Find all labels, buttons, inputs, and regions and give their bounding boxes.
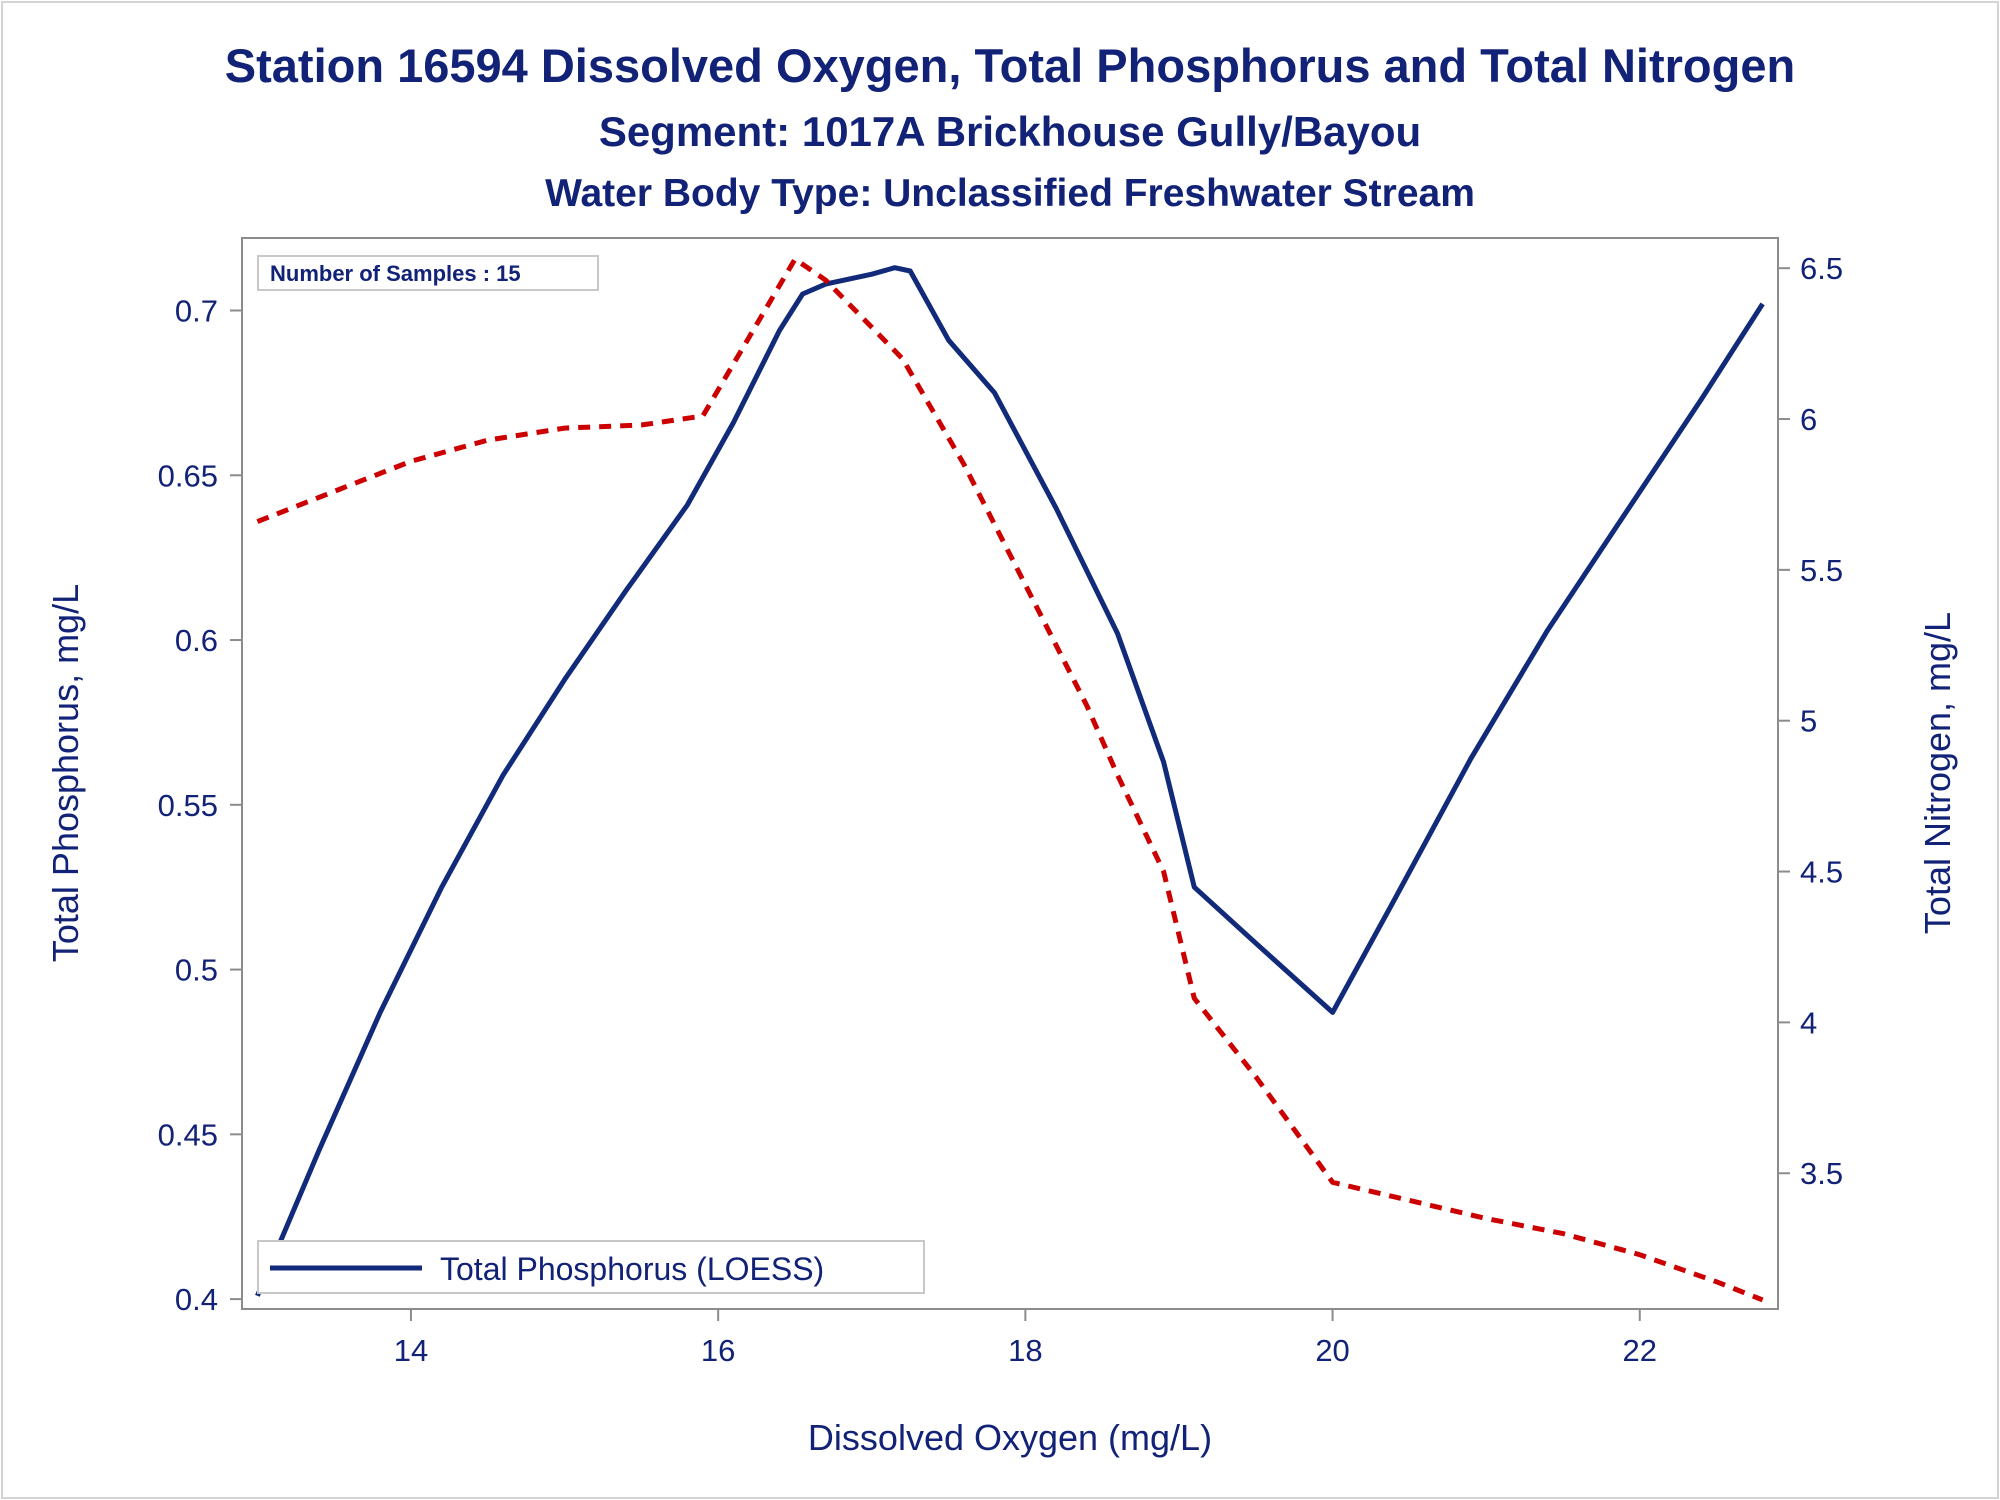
chart-subtitle-segment: Segment: 1017A Brickhouse Gully/Bayou bbox=[599, 108, 1421, 155]
y-axis-label: Total Phosphorus, mg/L bbox=[45, 584, 86, 962]
y-tick-label: 0.4 bbox=[175, 1282, 218, 1317]
chart-subtitle-waterbody: Water Body Type: Unclassified Freshwater… bbox=[545, 172, 1475, 215]
x-tick-label: 16 bbox=[701, 1333, 735, 1368]
x-axis-label: Dissolved Oxygen (mg/L) bbox=[808, 1417, 1212, 1458]
y2-tick-label: 5 bbox=[1800, 704, 1817, 739]
y2-tick-label: 5.5 bbox=[1800, 553, 1843, 588]
x-tick-label: 18 bbox=[1008, 1333, 1042, 1368]
series-line-nitrogen bbox=[256, 255, 1764, 1303]
y2-tick-label: 4.5 bbox=[1800, 855, 1843, 890]
plot-area-border bbox=[241, 237, 1779, 1310]
x-tick-label: 20 bbox=[1315, 1333, 1349, 1368]
y-tick-label: 0.55 bbox=[158, 788, 218, 823]
y-tick-label: 0.45 bbox=[158, 1117, 218, 1152]
y2-tick-label: 6 bbox=[1800, 402, 1817, 437]
sample-count-box bbox=[257, 255, 599, 291]
x-tick-label: 14 bbox=[394, 1333, 428, 1368]
legend: Total Phosphorus (LOESS) bbox=[257, 1240, 925, 1294]
y-tick-label: 0.5 bbox=[175, 953, 218, 988]
x-axis: 14 16 18 20 22 bbox=[394, 1309, 1657, 1368]
y-tick-label: 0.65 bbox=[158, 458, 218, 493]
y-axis-right: 3.5 4 4.5 5 5.5 6 6.5 bbox=[1778, 251, 1843, 1191]
sample-count-text: Number of Samples : 15 bbox=[270, 261, 521, 286]
chart-title: Station 16594 Dissolved Oxygen, Total Ph… bbox=[225, 39, 1795, 92]
sample-count-inset: Number of Samples : 15 bbox=[257, 255, 599, 291]
y-axis-left: 0.4 0.45 0.5 0.55 0.6 0.65 0.7 bbox=[158, 293, 242, 1317]
y2-tick-label: 3.5 bbox=[1800, 1156, 1843, 1191]
y-tick-label: 0.6 bbox=[175, 623, 218, 658]
y2-tick-label: 6.5 bbox=[1800, 251, 1843, 286]
legend-label-phosphorus: Total Phosphorus (LOESS) bbox=[440, 1251, 824, 1287]
series-line-phosphorus bbox=[255, 265, 1765, 1297]
y-tick-label: 0.7 bbox=[175, 293, 218, 328]
x-tick-label: 22 bbox=[1623, 1333, 1657, 1368]
y2-axis-label: Total Nitrogen, mg/L bbox=[1917, 612, 1958, 934]
y2-tick-label: 4 bbox=[1800, 1005, 1817, 1040]
